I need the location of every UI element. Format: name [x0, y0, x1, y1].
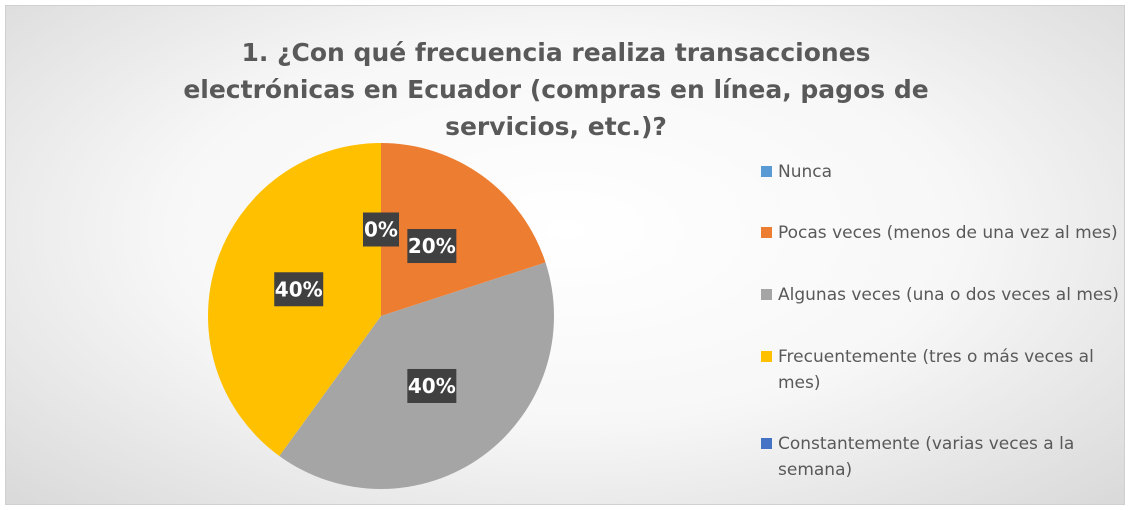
- legend-label: Nunca: [778, 161, 833, 182]
- legend-item: Constantemente (varias veces a la semana…: [761, 431, 1121, 483]
- data-labels: 0% 20% 40% 40%: [274, 212, 457, 403]
- data-label-box: [407, 229, 457, 264]
- legend-item: Nunca: [761, 159, 1121, 185]
- data-label-box: [274, 272, 324, 307]
- pie-area: 0% 20% 40% 40%: [208, 143, 554, 490]
- legend-swatch: [761, 165, 772, 177]
- legend-label: Algunas veces (una o dos veces al mes): [778, 284, 1119, 305]
- chart: 1. ¿Con qué frecuencia realiza transacci…: [5, 5, 1125, 505]
- pie-slice: [381, 143, 546, 316]
- legend-swatch: [761, 350, 772, 362]
- legend-swatch: [761, 227, 772, 239]
- legend-label: Pocas veces (menos de una vez al mes): [778, 223, 1118, 244]
- legend-label: Constantemente (varias veces a la semana…: [778, 434, 1075, 481]
- chart-title: 1. ¿Con qué frecuencia realiza transacci…: [183, 38, 929, 141]
- legend: Nunca Pocas veces (menos de una vez al me…: [761, 141, 1121, 501]
- legend-item: Pocas veces (menos de una vez al mes): [761, 220, 1121, 246]
- data-label-box: [407, 368, 457, 403]
- legend-item: Algunas veces (una o dos veces al mes): [761, 282, 1121, 308]
- data-label: 40%: [408, 374, 456, 398]
- legend-item: Frecuentemente (tres o más veces al mes): [761, 344, 1121, 396]
- data-label: 0%: [364, 218, 398, 242]
- data-label: 20%: [408, 234, 456, 258]
- data-label-box: [363, 212, 399, 247]
- legend-swatch: [761, 438, 772, 450]
- legend-swatch: [761, 288, 772, 300]
- data-label: 40%: [275, 277, 323, 301]
- legend-label: Frecuentemente (tres o más veces al mes): [778, 346, 1094, 393]
